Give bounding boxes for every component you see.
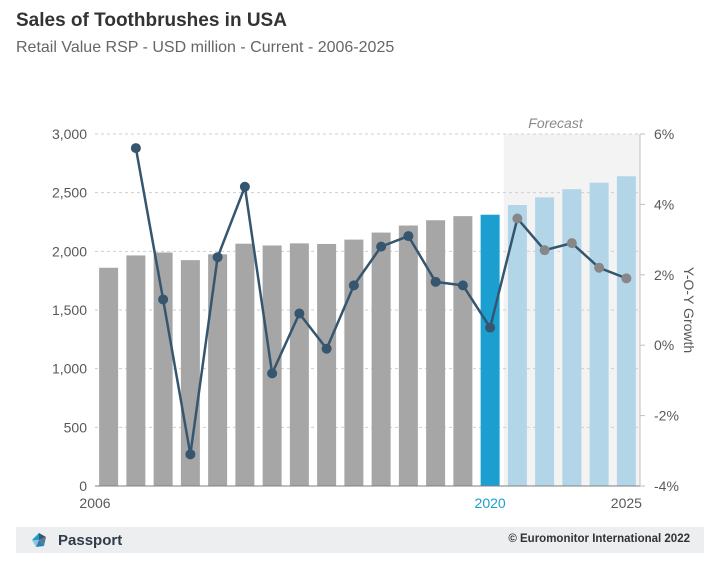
bar-2025 <box>616 176 636 487</box>
growth-point-2024 <box>594 262 605 273</box>
growth-point-2014 <box>321 343 332 354</box>
left-tick-label: 2,000 <box>52 243 87 259</box>
growth-point-2010 <box>212 252 223 263</box>
growth-point-2018 <box>430 276 441 287</box>
left-tick-label: 3,000 <box>52 126 87 142</box>
growth-point-2009 <box>185 449 196 460</box>
bar-2021 <box>507 204 527 486</box>
bar-2017 <box>398 225 418 486</box>
growth-point-2011 <box>239 181 250 192</box>
right-tick-label: 0% <box>654 337 674 353</box>
brand-name: Passport <box>58 531 123 549</box>
growth-point-2015 <box>348 280 359 291</box>
growth-point-2021 <box>512 213 523 224</box>
growth-point-2016 <box>376 241 387 252</box>
bar-2013 <box>289 243 309 486</box>
bar-2022 <box>535 197 555 487</box>
bar-2023 <box>562 189 582 486</box>
chart-subtitle: Retail Value RSP - USD million - Current… <box>16 39 395 56</box>
growth-point-2020 <box>485 322 496 333</box>
growth-point-2017 <box>403 231 414 242</box>
growth-point-2025 <box>621 273 632 284</box>
bar-2024 <box>589 182 609 486</box>
left-tick-label: 1,500 <box>52 302 87 318</box>
left-tick-label: 0 <box>79 478 87 494</box>
bar-2006 <box>99 267 119 486</box>
bar-2020 <box>480 214 500 486</box>
copyright-notice: © Euromonitor International 2022 <box>508 533 690 545</box>
bar-2007 <box>126 255 146 486</box>
growth-point-2007 <box>130 143 141 154</box>
bar-2018 <box>426 220 446 487</box>
bar-2016 <box>371 232 391 486</box>
growth-point-2019 <box>457 280 468 291</box>
growth-chart: Forecast 0 500 1,000 1,500 2,000 2,500 3,000 -4%… <box>52 115 697 511</box>
chart-title: Sales of Toothbrushes in USA <box>16 10 287 31</box>
growth-point-2022 <box>539 245 550 256</box>
growth-point-2013 <box>294 308 305 319</box>
growth-point-2023 <box>566 238 577 249</box>
growth-point-2008 <box>158 294 169 305</box>
bar-2008 <box>153 252 173 486</box>
forecast-label: Forecast <box>528 115 584 131</box>
passport-brand[interactable]: Passport <box>30 531 122 549</box>
bar-2010 <box>208 254 228 486</box>
left-tick-label: 500 <box>64 419 88 435</box>
bar-2019 <box>453 216 473 486</box>
x-tick-label: 2006 <box>79 495 110 511</box>
bar-2014 <box>317 243 337 486</box>
bar-2011 <box>235 243 255 486</box>
x-tick-label: 2020 <box>475 495 506 511</box>
footer-bar: Passport © Euromonitor International 202… <box>16 527 704 553</box>
passport-logo-icon <box>32 533 46 547</box>
bar-2015 <box>344 239 364 486</box>
left-tick-label: 1,000 <box>52 361 87 377</box>
right-axis-label: Y-O-Y Growth <box>681 267 697 353</box>
left-tick-label: 2,500 <box>52 185 87 201</box>
right-tick-label: -2% <box>654 408 679 424</box>
right-tick-label: 4% <box>654 196 674 212</box>
right-tick-label: 6% <box>654 126 674 142</box>
right-tick-label: 2% <box>654 267 674 283</box>
x-tick-label: 2025 <box>611 495 642 511</box>
right-tick-label: -4% <box>654 478 679 494</box>
growth-point-2012 <box>267 368 278 379</box>
